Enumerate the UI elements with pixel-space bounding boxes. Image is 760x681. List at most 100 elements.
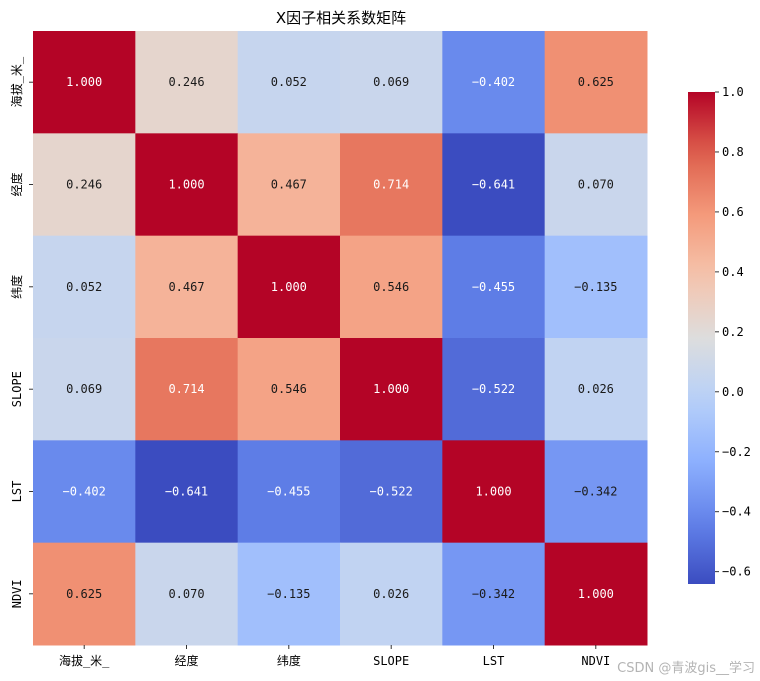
heatmap-cell	[135, 440, 239, 544]
heatmap-cell-label: −0.402	[472, 75, 515, 89]
colorbar-tick-label: 0.8	[722, 145, 744, 159]
colorbar-tick-label: −0.6	[722, 565, 751, 579]
x-axis-tick-label: 经度	[174, 653, 198, 668]
y-axis-tick-label: SLOPE	[10, 371, 24, 407]
y-axis-tick-label: 经度	[9, 172, 24, 196]
heatmap-cell-label: −0.522	[472, 382, 515, 396]
heatmap-cell	[544, 235, 648, 339]
heatmap-cell-label: −0.641	[472, 178, 515, 192]
heatmap-cell-label: 1.000	[578, 587, 614, 601]
y-axis-tick-label: 纬度	[9, 275, 24, 299]
heatmap-cell-label: −0.342	[472, 587, 515, 601]
heatmap-cell-label: 1.000	[168, 178, 204, 192]
colorbar-tick-label: −0.4	[722, 505, 751, 519]
heatmap-cell-label: 0.546	[373, 280, 409, 294]
heatmap-cell	[135, 338, 239, 441]
heatmap-cell	[340, 31, 443, 134]
colorbar-tick-label: −0.2	[722, 445, 751, 459]
heatmap-cell	[442, 542, 546, 646]
heatmap-cell	[544, 338, 648, 441]
heatmap-cell	[135, 31, 239, 134]
heatmap-cell	[33, 133, 136, 237]
heatmap-cell-label: 0.026	[373, 587, 409, 601]
heatmap-cell-label: 0.052	[66, 280, 102, 294]
heatmap-cell-label: −0.455	[267, 485, 310, 499]
colorbar-gradient	[688, 92, 715, 584]
heatmap-cell-label: 1.000	[475, 485, 511, 499]
heatmap-cell-label: 1.000	[373, 382, 409, 396]
heatmap-cell-label: 0.467	[168, 280, 204, 294]
colorbar-tick-label: 0.4	[722, 265, 744, 279]
heatmap-cell	[340, 133, 443, 237]
colorbar: −0.6 −0.4 −0.2 0.0 0.2 0.4 0.6 0.8 1.0	[688, 85, 751, 584]
x-axis-tick-label: 纬度	[277, 653, 301, 668]
heatmap-cell	[237, 133, 341, 237]
heatmap-cell-label: 0.546	[271, 382, 307, 396]
heatmap-cell-label: 0.714	[373, 178, 409, 192]
heatmap-cell	[544, 31, 648, 134]
heatmap-cell	[237, 440, 341, 544]
heatmap-cell	[237, 542, 341, 646]
heatmap-cell-label: 0.069	[373, 75, 409, 89]
heatmap-cell	[340, 542, 443, 646]
heatmap-cell	[33, 338, 136, 441]
heatmap-cell	[544, 133, 648, 237]
heatmap-cell-label: 0.625	[66, 587, 102, 601]
heatmap-cell-label: −0.641	[165, 485, 208, 499]
heatmap-cell	[135, 542, 239, 646]
colorbar-tick-label: 1.0	[722, 85, 744, 99]
heatmap-cell	[135, 235, 239, 339]
heatmap-cell-label: −0.135	[574, 280, 617, 294]
y-axis-tick-label: LST	[10, 481, 24, 503]
heatmap-cell-label: 0.070	[168, 587, 204, 601]
heatmap-cell-label: −0.522	[369, 485, 412, 499]
heatmap-cell	[33, 542, 136, 646]
heatmap-cell-label: −0.455	[472, 280, 515, 294]
heatmap-cell-label: 1.000	[271, 280, 307, 294]
heatmap-cell-label: −0.402	[62, 485, 105, 499]
y-axis-tick-label: NDVI	[10, 579, 24, 608]
x-axis-tick-labels: 海拔_米_ 经度 纬度 SLOPE LST NDVI	[59, 645, 610, 668]
heatmap-cell	[544, 542, 648, 646]
heatmap-cell-label: 0.625	[578, 75, 614, 89]
heatmap-cell	[33, 31, 136, 134]
heatmap-cells	[33, 31, 648, 646]
heatmap-cell-label: 1.000	[66, 75, 102, 89]
heatmap-cell	[442, 338, 546, 441]
heatmap-cell	[135, 133, 239, 237]
y-axis-tick-label: 海拔_米_	[9, 56, 24, 107]
heatmap-cell	[340, 338, 443, 441]
heatmap-cell	[237, 31, 341, 134]
heatmap-cell	[544, 440, 648, 544]
heatmap-cell	[442, 133, 546, 237]
heatmap-cell	[33, 440, 136, 544]
chart-title: X因子相关系数矩阵	[276, 9, 406, 27]
x-axis-tick-label: NDVI	[581, 654, 610, 668]
heatmap-cell-label: −0.135	[267, 587, 310, 601]
heatmap-cell-labels: 1.000 0.246 0.052 0.069 −0.402 0.625 0.246 1.00…	[62, 75, 617, 601]
x-axis-tick-label: LST	[483, 654, 505, 668]
colorbar-tick-label: 0.2	[722, 325, 744, 339]
heatmap-cell-label: 0.246	[66, 178, 102, 192]
heatmap-cell	[442, 31, 546, 134]
x-axis-tick-label: 海拔_米_	[59, 653, 110, 668]
heatmap-cell-label: 0.246	[168, 75, 204, 89]
heatmap-cell	[340, 440, 443, 544]
colorbar-tick-label: 0.0	[722, 385, 744, 399]
heatmap-cell	[442, 235, 546, 339]
x-axis-tick-label: SLOPE	[373, 654, 409, 668]
heatmap-cell-label: 0.026	[578, 382, 614, 396]
heatmap-cell-label: 0.714	[168, 382, 204, 396]
heatmap-cell-label: −0.342	[574, 485, 617, 499]
heatmap-cell-label: 0.052	[271, 75, 307, 89]
heatmap-cell	[442, 440, 546, 544]
heatmap-cell-label: 0.467	[271, 178, 307, 192]
heatmap-cell	[237, 338, 341, 441]
heatmap-cell	[33, 235, 136, 339]
colorbar-tick-label: 0.6	[722, 205, 744, 219]
heatmap-cell	[340, 235, 443, 339]
heatmap-cell-label: 0.069	[66, 382, 102, 396]
watermark: CSDN @青波gis__学习	[617, 660, 755, 676]
